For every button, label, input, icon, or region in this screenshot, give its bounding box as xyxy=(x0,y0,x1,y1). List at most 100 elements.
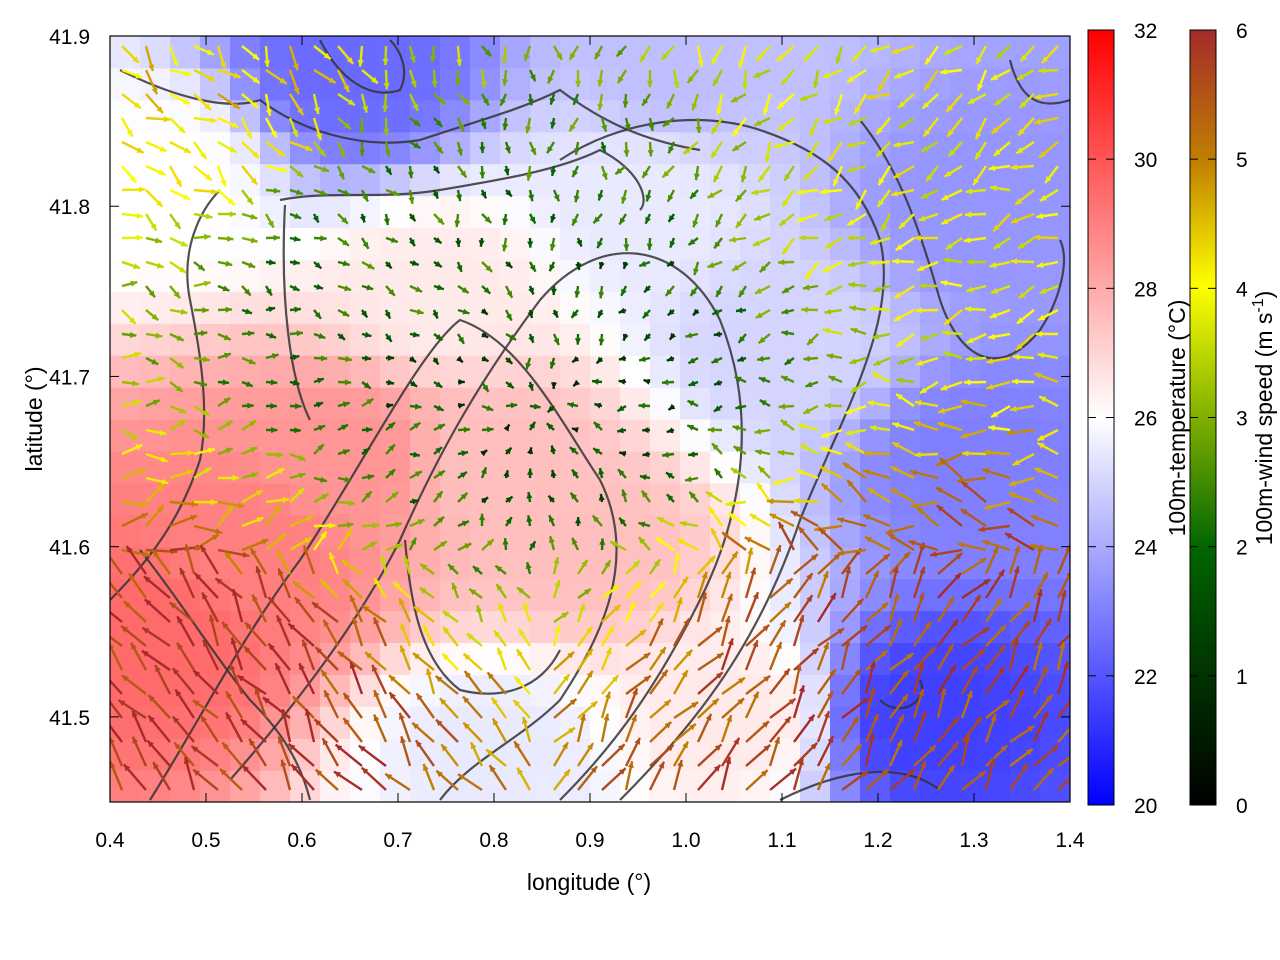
wind-vector xyxy=(169,117,186,134)
wind-vector-head xyxy=(203,639,209,647)
wind-vector xyxy=(600,165,608,180)
wind-vector-head xyxy=(178,126,185,133)
wind-vector-head xyxy=(456,355,463,363)
wind-vector xyxy=(639,45,652,63)
wind-vector-head xyxy=(320,580,328,587)
wind-vector-head xyxy=(203,280,211,287)
heatmap-cell xyxy=(680,36,711,69)
wind-vector-head xyxy=(110,643,115,650)
wind-vector-head xyxy=(411,260,419,266)
wind-vector-head xyxy=(666,427,674,434)
heatmap-cell xyxy=(800,323,831,356)
wind-vector-head xyxy=(463,426,471,433)
wind-vector-head xyxy=(349,662,356,669)
wind-vector-head xyxy=(270,130,277,138)
wind-vector-head xyxy=(593,216,600,224)
wind-vector xyxy=(697,652,725,671)
wind-vector xyxy=(734,375,747,384)
wind-vector xyxy=(121,500,148,508)
wind-vector xyxy=(121,428,139,441)
wind-vector xyxy=(545,422,555,431)
wind-vector-head xyxy=(135,72,143,79)
wind-vector-head xyxy=(458,124,464,132)
wind-vector xyxy=(673,701,699,720)
wind-vector xyxy=(217,211,237,218)
terrain-contour xyxy=(859,119,1065,360)
wind-vector-head xyxy=(296,330,303,337)
wind-vector xyxy=(265,533,287,551)
wind-vector xyxy=(322,619,340,647)
wind-vector-head xyxy=(570,492,577,500)
wind-vector-head xyxy=(693,173,700,181)
wind-vector-head xyxy=(443,626,450,634)
wind-vector xyxy=(121,351,142,360)
wind-vector xyxy=(176,642,196,671)
wind-vector xyxy=(145,189,164,208)
wind-vector-head xyxy=(462,308,470,315)
wind-vector-head xyxy=(126,129,133,137)
wind-vector xyxy=(221,741,243,767)
wind-vector-head xyxy=(729,236,736,243)
wind-vector-head xyxy=(554,580,561,587)
wind-vector xyxy=(672,669,689,695)
wind-vector xyxy=(408,69,417,88)
wind-vector xyxy=(382,93,389,112)
wind-vector-head xyxy=(132,56,139,63)
wind-vector xyxy=(529,403,541,410)
wind-vector xyxy=(682,141,699,155)
wind-vector xyxy=(217,420,234,432)
wind-vector-head xyxy=(677,760,684,767)
wind-vector-head xyxy=(144,599,152,606)
wind-vector-head xyxy=(763,675,771,682)
wind-vector-head xyxy=(572,469,579,477)
wind-vector xyxy=(707,426,723,433)
wind-vector xyxy=(457,773,483,792)
heatmap-cell xyxy=(140,610,171,643)
wind-vector-head xyxy=(667,260,675,266)
wind-vector-head xyxy=(202,307,209,314)
wind-vector xyxy=(241,308,253,315)
wind-vector xyxy=(553,611,570,623)
wind-vector-head xyxy=(244,288,251,296)
wind-vector-head xyxy=(740,175,747,183)
wind-vector xyxy=(255,565,268,599)
heatmap-cell xyxy=(590,163,621,197)
wind-vector xyxy=(169,419,187,432)
wind-vector xyxy=(696,45,704,68)
wind-vector-head xyxy=(691,702,699,709)
heatmap-cell xyxy=(380,163,411,197)
wind-vector xyxy=(217,332,232,341)
heatmap-cell xyxy=(800,99,831,133)
wind-vector xyxy=(265,332,277,339)
wind-vector-head xyxy=(601,172,608,180)
heatmap-cell xyxy=(440,323,471,356)
wind-vector-head xyxy=(204,173,212,181)
wind-vector-head xyxy=(157,376,165,383)
wind-vector-head xyxy=(200,152,207,160)
wind-vector xyxy=(169,500,199,508)
wind-vector xyxy=(494,564,507,575)
wind-vector-head xyxy=(174,742,181,750)
heatmap-cell xyxy=(320,610,351,643)
wind-vector xyxy=(152,761,172,791)
wind-vector-head xyxy=(760,770,768,777)
wind-vector-head xyxy=(621,489,628,497)
wind-vector xyxy=(601,604,622,623)
wind-vector xyxy=(618,450,627,457)
wind-vector-head xyxy=(503,168,510,176)
wind-vector xyxy=(598,493,605,503)
wind-vector-head xyxy=(180,240,188,247)
wind-vector-head xyxy=(251,472,258,479)
wind-vector-head xyxy=(498,603,504,610)
wind-vector xyxy=(513,740,532,767)
heatmap-cell xyxy=(980,323,1011,356)
wind-vector xyxy=(595,356,604,365)
heatmap-cell xyxy=(740,450,771,484)
wind-vector-head xyxy=(409,239,415,247)
wind-vector-head xyxy=(731,551,738,559)
heatmap-cell xyxy=(410,642,441,675)
heatmap-cell xyxy=(920,578,951,612)
wind-vector xyxy=(456,189,462,202)
wind-vector-head xyxy=(339,150,345,158)
wind-vector xyxy=(384,309,392,320)
